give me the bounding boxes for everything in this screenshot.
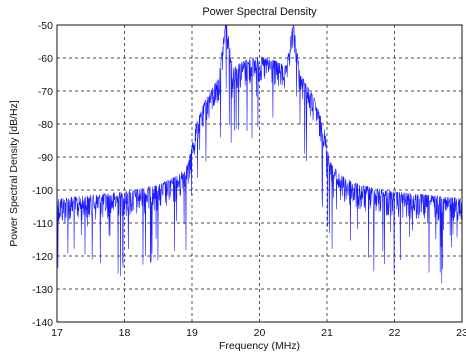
- psd-trace: [57, 25, 462, 284]
- x-tick-label: 17: [51, 327, 63, 339]
- y-axis-label: Power Spectral Density [dB/Hz]: [8, 100, 20, 247]
- y-tick-label: -130: [32, 284, 53, 296]
- x-tick-label: 22: [389, 327, 401, 339]
- y-tick-label: -90: [38, 152, 53, 164]
- y-tick-label: -120: [32, 251, 53, 263]
- x-tick-label: 18: [119, 327, 131, 339]
- x-tick-label: 21: [321, 327, 333, 339]
- y-tick-label: -110: [33, 218, 53, 230]
- y-tick-label: -70: [38, 86, 53, 98]
- x-tick-label: 23: [456, 327, 466, 339]
- y-tick-label: -80: [38, 119, 53, 131]
- trace-layer: [57, 25, 462, 284]
- y-tick-label: -140: [32, 317, 53, 329]
- y-tick-label: -100: [32, 185, 53, 197]
- plot-frame: [56, 24, 463, 323]
- x-axis-label: Frequency (MHz): [219, 340, 300, 352]
- chart-title: Power Spectral Density: [202, 6, 317, 18]
- tick-labels: 17 18 19 20 21 22 23 -50 -60 -70 -80 -90 -100 -110 -12…: [32, 20, 466, 339]
- x-tick-label: 20: [254, 327, 266, 339]
- y-tick-label: -60: [38, 53, 53, 65]
- grid-lines: [57, 25, 462, 322]
- y-tick-label: -50: [38, 20, 53, 32]
- x-tick-label: 19: [186, 327, 198, 339]
